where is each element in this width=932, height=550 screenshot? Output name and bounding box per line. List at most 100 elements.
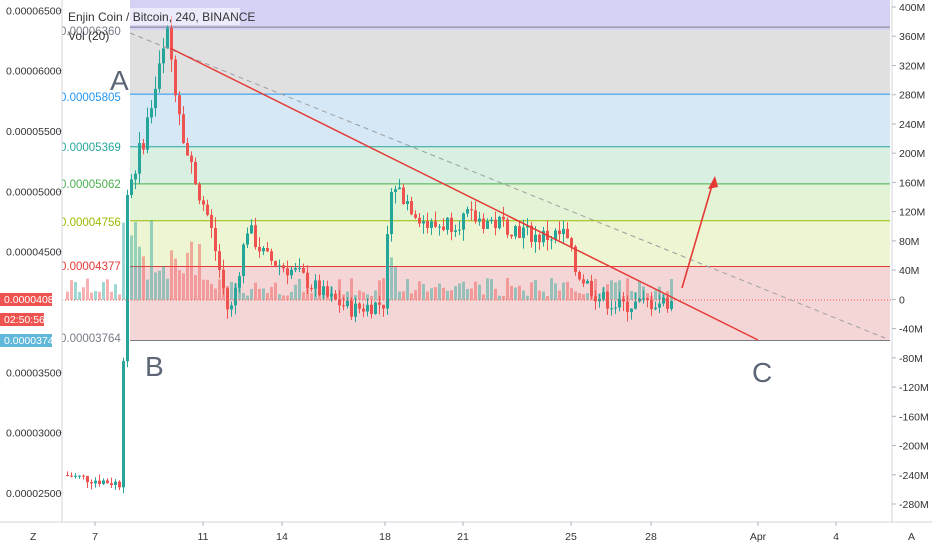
volume-bar <box>614 282 617 300</box>
volume-bar <box>134 221 137 300</box>
volume-bar <box>150 220 153 300</box>
candle-body <box>342 305 345 307</box>
fib-label-0: 0.00006360 <box>60 26 121 38</box>
volume-bar <box>358 290 361 300</box>
projection-arrow[interactable] <box>681 181 714 289</box>
volume-tick-label-17: -280M <box>899 499 929 511</box>
time-tick-label-3: 18 <box>379 531 391 543</box>
volume-bar <box>498 295 501 300</box>
price-tick-label-2: 0.00005500 <box>6 126 62 138</box>
volume-bar <box>538 290 541 300</box>
volume-tick-label-14: -160M <box>899 411 929 423</box>
volume-bar <box>618 280 621 300</box>
chart-title[interactable]: Enjin Coin / Bitcoin, 240, BINANCE <box>68 10 255 24</box>
candle-body <box>162 48 165 64</box>
candle-body <box>542 230 545 243</box>
candle-body <box>250 225 253 234</box>
candle-body <box>326 286 329 297</box>
volume-tick-label-8: 80M <box>899 236 919 248</box>
candle-body <box>386 234 389 309</box>
candle-body <box>570 238 573 247</box>
price-axis: 0.00006500 0.00006000 0.00005500 0.00005000… <box>6 5 62 500</box>
volume-indicator-label[interactable]: Vol (20) <box>68 29 109 43</box>
fib-diagonal-line <box>129 32 886 339</box>
low-price-badge <box>0 334 52 347</box>
candle-body <box>618 298 621 308</box>
volume-bar <box>346 291 349 300</box>
candle-body <box>262 248 265 252</box>
candle-body <box>450 217 453 232</box>
candle-body <box>278 265 281 267</box>
volume-bar <box>510 285 513 300</box>
candle-body <box>66 474 69 476</box>
volume-bar <box>154 272 157 300</box>
descending-trendline[interactable] <box>169 47 759 341</box>
candle-body <box>462 213 465 230</box>
candle-body <box>606 292 609 309</box>
candle-body <box>434 221 437 227</box>
candle-body <box>502 216 505 220</box>
candle-body <box>290 269 293 276</box>
candle-body <box>302 267 305 273</box>
volume-bar <box>594 278 597 300</box>
candle-body <box>310 287 313 289</box>
volume-bar <box>534 279 537 300</box>
candle-body <box>510 234 513 237</box>
volume-bar <box>206 279 209 300</box>
candle-body <box>426 221 429 228</box>
volume-bar <box>486 278 489 300</box>
volume-bar <box>514 287 517 300</box>
candle-body <box>354 303 357 317</box>
price-axis-panel[interactable] <box>0 0 62 522</box>
candle-body <box>118 481 121 488</box>
current-price-badge-text: 0.00004084 <box>4 294 60 306</box>
candle-body <box>246 233 249 245</box>
fib-zone-2 <box>130 146 890 184</box>
candles <box>66 15 673 494</box>
projection-arrowhead <box>708 176 718 189</box>
candle-body <box>602 292 605 299</box>
volume-bars <box>66 220 673 300</box>
fib-lines <box>130 26 890 341</box>
volume-bar <box>82 287 85 300</box>
volume-axis-panel[interactable] <box>892 0 932 522</box>
candle-body <box>114 481 117 486</box>
time-axis-panel[interactable] <box>0 522 932 550</box>
volume-bar <box>202 279 205 300</box>
volume-bar <box>570 288 573 300</box>
candle-body <box>90 482 93 484</box>
candle-body <box>102 480 105 484</box>
candle-body <box>406 201 409 205</box>
volume-bar <box>434 287 437 300</box>
candle-body <box>270 251 273 261</box>
volume-bar <box>474 281 477 300</box>
volume-bar <box>562 282 565 300</box>
candle-body <box>482 218 485 229</box>
zoom-toggle-icon[interactable]: Z <box>30 531 37 543</box>
candle-body <box>394 189 397 192</box>
volume-bar <box>146 279 149 300</box>
candle-body <box>538 234 541 243</box>
volume-bar <box>242 292 245 300</box>
volume-bar <box>450 290 453 300</box>
volume-tick-label-10: 0 <box>899 294 905 306</box>
point-label-c: C <box>752 357 772 388</box>
volume-bar <box>550 278 553 300</box>
volume-bar <box>490 278 493 300</box>
volume-bar <box>86 278 89 300</box>
candle-body <box>126 194 129 362</box>
candle-body <box>506 219 509 235</box>
candle-body <box>666 297 669 309</box>
countdown-badge-text: 02:50:56 <box>4 314 45 326</box>
candle-body <box>190 155 193 162</box>
fib-zone-0 <box>130 27 890 95</box>
volume-bar <box>494 288 497 300</box>
volume-bar <box>158 270 161 300</box>
auto-scale-icon[interactable]: A <box>908 531 915 543</box>
volume-bar <box>558 290 561 300</box>
candle-body <box>638 298 641 302</box>
volume-bar <box>670 278 673 300</box>
candle-body <box>322 286 325 296</box>
candle-body <box>398 187 401 190</box>
